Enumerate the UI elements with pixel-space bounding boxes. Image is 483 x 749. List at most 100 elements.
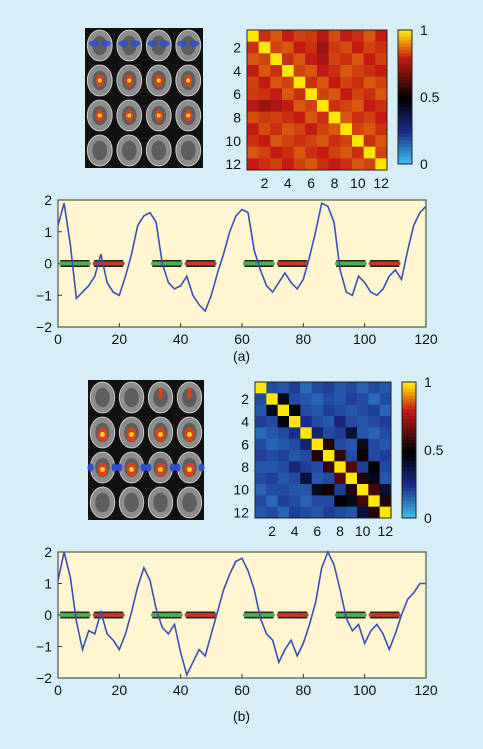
matrix-cell — [363, 76, 376, 89]
matrix-cell — [317, 88, 329, 101]
matrix-cell — [277, 461, 290, 473]
matrix-cell — [375, 146, 388, 159]
matrix-cell — [277, 495, 290, 507]
matrix-cell — [375, 111, 388, 124]
block-dot-task — [374, 261, 380, 266]
brain-slice-core — [95, 387, 110, 408]
colorbar-step — [398, 60, 412, 64]
y-tick-label: −1 — [36, 639, 52, 655]
block-dot-rest — [68, 261, 73, 266]
matrix-cell — [305, 100, 318, 112]
matrix-cell — [334, 427, 346, 439]
matrix-cell — [375, 123, 388, 136]
matrix-cell — [379, 472, 392, 485]
colorbar-step — [398, 140, 412, 145]
matrix-cell — [305, 41, 318, 54]
y-tick-label: 2 — [44, 192, 52, 208]
block-dot-task — [393, 261, 398, 266]
block-dot-task — [190, 612, 196, 618]
matrix-x-tick: 12 — [373, 175, 389, 191]
matrix-cell — [247, 53, 259, 66]
activation-yellow — [186, 113, 191, 118]
matrix-cell — [323, 393, 335, 405]
matrix-cell — [345, 393, 358, 405]
block-dot-task — [383, 612, 389, 618]
colorbar-tick: 0.5 — [424, 442, 444, 458]
caption-a: (a) — [232, 348, 251, 364]
matrix-cell — [317, 100, 329, 112]
matrix-cell — [270, 100, 283, 112]
colorbar-step — [398, 113, 412, 118]
block-dot-rest — [261, 612, 266, 618]
matrix-cell — [289, 427, 301, 439]
colorbar-step — [402, 446, 416, 451]
matrix-cell — [270, 53, 283, 66]
block-dot-rest — [163, 261, 168, 266]
brain-slice-core — [121, 140, 137, 161]
matrix-cell — [270, 146, 283, 159]
matrix-y-tick: 6 — [241, 436, 249, 452]
matrix-x-tick: 10 — [350, 175, 366, 191]
matrix-cell — [352, 76, 364, 89]
block-dot-task — [387, 612, 392, 618]
block-dot-rest — [356, 612, 361, 618]
matrix-cell — [334, 461, 346, 473]
brain-slice-core — [92, 35, 108, 56]
colorbar-tick: 0.5 — [420, 89, 440, 105]
matrix-cell — [277, 438, 290, 451]
matrix-cell — [334, 472, 346, 485]
matrix-cell — [255, 472, 267, 485]
matrix-cell — [352, 146, 364, 159]
matrix-cell — [323, 404, 335, 417]
matrix-cell — [258, 88, 271, 101]
brain-slice-core — [153, 492, 168, 513]
caption-b: (b) — [232, 708, 251, 724]
block-dot-rest — [264, 612, 269, 618]
matrix-cell — [328, 41, 341, 54]
block-dot-rest — [334, 612, 340, 618]
colorbar-step — [402, 405, 416, 410]
colorbar-step — [398, 40, 412, 44]
matrix-cell — [277, 484, 290, 496]
matrix-x-tick: 4 — [284, 175, 292, 191]
block-dot-rest — [65, 612, 70, 618]
matrix-cell — [311, 416, 324, 428]
matrix-cell — [258, 41, 271, 54]
matrix-cell — [311, 450, 324, 462]
matrix-cell — [305, 88, 318, 101]
block-dot-task — [120, 261, 125, 266]
matrix-cell — [277, 404, 290, 417]
matrix-cell — [340, 123, 353, 136]
matrix-cell — [368, 382, 380, 394]
matrix-cell — [277, 393, 290, 405]
colorbar-step — [402, 412, 416, 417]
matrix-cell — [352, 158, 364, 171]
colorbar-step — [398, 110, 412, 115]
matrix-cell — [289, 484, 301, 496]
matrix-cell — [247, 158, 259, 171]
block-dot-task — [92, 261, 98, 266]
colorbar-step — [402, 467, 416, 471]
colorbar-step — [398, 107, 412, 111]
colorbar-step — [402, 453, 416, 458]
block-dot-rest — [77, 612, 82, 618]
y-tick-label: 0 — [44, 256, 52, 272]
matrix-cell — [334, 506, 346, 519]
colorbar-step — [398, 73, 412, 78]
block-dot-rest — [337, 612, 343, 618]
colorbar-step — [402, 480, 416, 485]
colorbar-step — [398, 43, 412, 48]
colorbar-step — [398, 117, 412, 121]
matrix-cell — [334, 484, 346, 496]
block-dot-task — [117, 261, 122, 266]
block-dot-rest — [160, 612, 165, 618]
matrix-cell — [340, 53, 353, 66]
matrix-cell — [340, 30, 353, 42]
matrix-cell — [328, 146, 341, 159]
colorbar-step — [402, 388, 416, 393]
matrix-cell — [270, 65, 283, 77]
matrix-y-tick: 12 — [225, 156, 241, 172]
block-dot-task — [288, 261, 294, 266]
matrix-cell — [328, 88, 341, 101]
matrix-cell — [270, 158, 283, 171]
